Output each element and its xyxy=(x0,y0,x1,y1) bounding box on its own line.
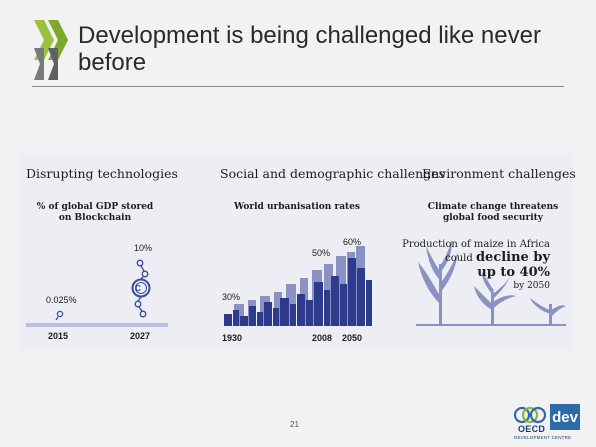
skyline-front-building xyxy=(348,258,356,326)
skyline-front-building xyxy=(331,276,339,326)
skyline-front-building xyxy=(240,316,248,326)
urban-year-2008: 2008 xyxy=(312,333,333,343)
skyline-front-building xyxy=(297,294,305,326)
tech-year-2027: 2027 xyxy=(130,331,151,341)
urban-value-2008: 50% xyxy=(312,248,331,258)
skyline-front xyxy=(224,258,372,326)
tech-subtitle-line1: % of global GDP stored xyxy=(36,202,154,212)
skyline-front-building xyxy=(340,284,347,326)
skyline-front-building xyxy=(233,310,239,326)
logo-dev-text: dev xyxy=(550,404,580,430)
urban-value-2050: 60% xyxy=(343,237,362,247)
tech-subtitle-line2: on Blockchain xyxy=(58,213,132,223)
maize-plant-dead-icon xyxy=(530,298,566,324)
skyline-front-building xyxy=(280,298,289,326)
social-subtitle: World urbanisation rates xyxy=(233,202,360,212)
maize-line3: up to 40% xyxy=(477,265,550,280)
skyline-front-building xyxy=(273,308,279,326)
maize-line2-decline: decline by xyxy=(475,250,550,265)
infographic-panel: Disrupting technologies % of global GDP … xyxy=(20,154,576,350)
skyline-front-building xyxy=(257,312,263,326)
maize-plant-icon xyxy=(418,240,458,324)
tech-year-2015: 2015 xyxy=(48,331,69,341)
skyline-front-building xyxy=(290,304,296,326)
maize-plant-wilting-icon xyxy=(474,272,516,324)
tech-subtitle: % of global GDP stored on Blockchain xyxy=(36,202,154,224)
skyline-front-building xyxy=(249,306,256,326)
maize-statement: Production of maize in Africa could decl… xyxy=(402,238,550,292)
blockchain-2015-chain xyxy=(55,310,64,321)
urban-year-2050: 2050 xyxy=(342,333,363,343)
skyline-front-building xyxy=(324,290,330,326)
urban-year-1930: 1930 xyxy=(222,333,243,343)
skyline-front-building xyxy=(314,282,323,326)
skyline-front-building xyxy=(306,300,313,326)
blockchain-2027-chain xyxy=(131,259,151,318)
skyline-front-building xyxy=(366,280,372,326)
blockchain-baseline xyxy=(26,323,168,327)
env-subtitle: Climate change threatens global food sec… xyxy=(418,202,568,224)
oecd-logo-rings-icon xyxy=(514,406,547,424)
tech-value-2015: 0.025% xyxy=(46,295,77,305)
maize-ground xyxy=(416,324,566,326)
env-subtitle-line2: global food security xyxy=(442,213,544,223)
blockchain-chart: C xyxy=(26,259,168,327)
maize-line1: Production of maize in Africa xyxy=(402,239,550,250)
env-heading: Environment challenges xyxy=(422,166,576,181)
title-divider xyxy=(32,86,564,87)
oecd-dev-logo: OECD dev DEVELOPMENT CENTRE xyxy=(514,404,580,442)
maize-illustration xyxy=(416,240,566,326)
maize-line2: could decline by xyxy=(402,251,550,265)
skyline-front-building xyxy=(357,268,365,326)
env-subtitle-line1: Climate change threatens xyxy=(427,202,559,212)
logo-subtitle: DEVELOPMENT CENTRE xyxy=(514,435,572,440)
maize-line4: by 2050 xyxy=(513,281,550,291)
slide-title: Development is being challenged like nev… xyxy=(78,22,541,76)
skyline-front-building xyxy=(224,314,232,326)
oecd-chevron-icon xyxy=(34,20,68,80)
skyline-front-building xyxy=(264,302,272,326)
tech-heading: Disrupting technologies xyxy=(26,166,178,181)
page-number: 21 xyxy=(290,420,299,429)
maize-line2-could: could xyxy=(445,253,476,264)
logo-oecd-text: OECD xyxy=(518,424,546,434)
urban-value-1930: 30% xyxy=(222,292,241,302)
urbanisation-chart xyxy=(224,246,372,326)
copyright-icon: C xyxy=(135,284,141,293)
social-heading: Social and demographic challenges xyxy=(220,166,445,181)
tech-value-2027: 10% xyxy=(134,243,153,253)
